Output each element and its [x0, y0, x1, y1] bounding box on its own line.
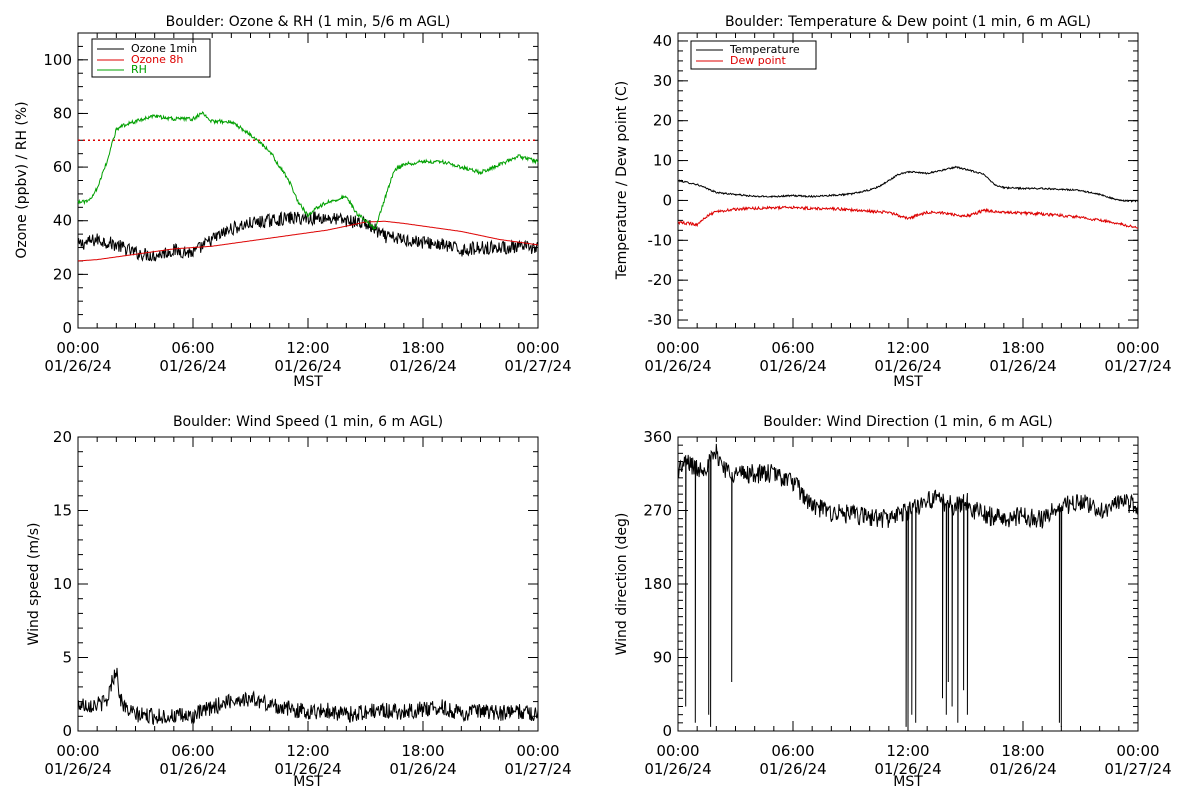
y-tick-label: 0: [662, 722, 672, 740]
x-tick-label-time: 18:00: [401, 742, 444, 760]
x-tick-label-time: 12:00: [886, 339, 929, 357]
y-tick-label: 10: [653, 152, 672, 170]
y-axis-label: Temperature / Dew point (C): [614, 81, 630, 280]
panel-title: Boulder: Temperature & Dew point (1 min,…: [725, 14, 1091, 30]
legend-box: [91, 38, 211, 78]
y-tick-label: 20: [53, 265, 72, 283]
x-tick-label-time: 06:00: [771, 339, 814, 357]
x-axis-label: MST: [293, 774, 323, 790]
x-tick-label-time: 00:00: [1116, 339, 1159, 357]
legend: Ozone 1min Ozone 8h RH: [91, 38, 211, 78]
y-tick-label: 360: [643, 428, 672, 446]
x-tick-label-date: 01/26/24: [44, 357, 111, 375]
y-tick-label: 90: [653, 649, 672, 667]
x-axis-label: MST: [293, 374, 323, 390]
x-tick-label-time: 06:00: [771, 742, 814, 760]
x-tick-label-time: 00:00: [56, 339, 99, 357]
x-tick-label-time: 12:00: [286, 742, 329, 760]
series-line-1: [677, 205, 1139, 229]
x-tick-label-date: 01/26/24: [874, 760, 941, 778]
y-tick-label: 40: [653, 32, 672, 50]
x-tick-label-time: 12:00: [886, 742, 929, 760]
chart-1-marks: -30-20-1001020304000:0001/26/2406:0001/2…: [644, 32, 1171, 375]
x-tick-label-time: 18:00: [1001, 742, 1044, 760]
x-tick-label-time: 00:00: [656, 339, 699, 357]
x-tick-label-date: 01/26/24: [759, 760, 826, 778]
y-tick-label: 40: [53, 212, 72, 230]
panel-title: Boulder: Ozone & RH (1 min, 5/6 m AGL): [166, 14, 451, 30]
x-tick-label-date: 01/26/24: [989, 357, 1056, 375]
chart-marks: 02040608010000:0001/26/2406:0001/26/2412…: [43, 32, 1171, 778]
x-tick-label-date: 01/26/24: [759, 357, 826, 375]
legend-label-ozone-8h: Ozone 8h: [131, 53, 183, 66]
y-tick-label: 100: [43, 51, 72, 69]
y-tick-label: -10: [648, 231, 673, 249]
x-tick-label-date: 01/26/24: [274, 760, 341, 778]
y-tick-label: 60: [53, 158, 72, 176]
panel-title: Boulder: Wind Speed (1 min, 6 m AGL): [173, 414, 443, 430]
y-tick-label: 5: [62, 649, 72, 667]
x-tick-label-time: 18:00: [401, 339, 444, 357]
series-line-2: [77, 111, 539, 231]
x-tick-label-time: 18:00: [1001, 339, 1044, 357]
y-axis-label: Ozone (ppbv) / RH (%): [14, 101, 30, 258]
y-tick-label: 180: [643, 575, 672, 593]
y-tick-label: 80: [53, 104, 72, 122]
x-tick-label-time: 12:00: [286, 339, 329, 357]
x-tick-label-time: 00:00: [56, 742, 99, 760]
x-tick-label-time: 00:00: [516, 339, 559, 357]
y-axis-label: Wind speed (m/s): [26, 523, 42, 646]
x-tick-label-time: 00:00: [656, 742, 699, 760]
x-tick-label-date: 01/27/24: [1104, 357, 1171, 375]
y-tick-label: 0: [662, 191, 672, 209]
x-axis-label: MST: [893, 374, 923, 390]
series-line-1: [77, 220, 539, 262]
y-tick-label: -30: [648, 311, 673, 329]
x-tick-label-date: 01/26/24: [389, 760, 456, 778]
x-tick-label-date: 01/27/24: [504, 760, 571, 778]
x-tick-label-date: 01/26/24: [44, 760, 111, 778]
x-tick-label-date: 01/26/24: [389, 357, 456, 375]
legend-label-ozone-1min: Ozone 1min: [131, 42, 197, 55]
x-tick-label-date: 01/26/24: [644, 760, 711, 778]
y-tick-label: 15: [53, 502, 72, 520]
series-line-0: [77, 667, 539, 726]
x-tick-label-date: 01/26/24: [159, 760, 226, 778]
y-axis-label: Wind direction (deg): [614, 513, 630, 656]
x-tick-label-time: 06:00: [171, 742, 214, 760]
x-axis-label: MST: [893, 774, 923, 790]
legend: Temperature Dew point: [690, 40, 817, 70]
x-tick-label-date: 01/26/24: [644, 357, 711, 375]
legend-label-temperature: Temperature: [729, 43, 800, 56]
legend-box: [690, 40, 817, 70]
panel-title: Boulder: Wind Direction (1 min, 6 m AGL): [763, 414, 1052, 430]
x-tick-label-time: 00:00: [516, 742, 559, 760]
y-tick-label: -20: [648, 271, 673, 289]
x-tick-label-date: 01/26/24: [989, 760, 1056, 778]
chart-2-marks: 0510152000:0001/26/2406:0001/26/2412:000…: [44, 428, 571, 778]
x-tick-label-date: 01/26/24: [159, 357, 226, 375]
y-tick-label: 270: [643, 502, 672, 520]
y-tick-label: 20: [53, 428, 72, 446]
x-tick-label-time: 00:00: [1116, 742, 1159, 760]
series-line-0: [677, 165, 1138, 203]
series-line-0: [677, 443, 1139, 727]
y-tick-label: 20: [653, 112, 672, 130]
y-tick-label: 0: [62, 722, 72, 740]
x-tick-label-date: 01/27/24: [1104, 760, 1171, 778]
x-tick-label-date: 01/27/24: [504, 357, 571, 375]
x-tick-label-time: 06:00: [171, 339, 214, 357]
y-tick-label: 0: [62, 319, 72, 337]
y-tick-label: 30: [653, 72, 672, 90]
legend-label-dewpoint: Dew point: [730, 54, 786, 67]
x-tick-label-date: 01/26/24: [874, 357, 941, 375]
x-tick-label-date: 01/26/24: [274, 357, 341, 375]
legend-label-rh: RH: [131, 63, 147, 76]
chart-0-marks: 02040608010000:0001/26/2406:0001/26/2412…: [43, 32, 572, 375]
chart-3-marks: 09018027036000:0001/26/2406:0001/26/2412…: [643, 428, 1171, 778]
y-tick-label: 10: [53, 575, 72, 593]
